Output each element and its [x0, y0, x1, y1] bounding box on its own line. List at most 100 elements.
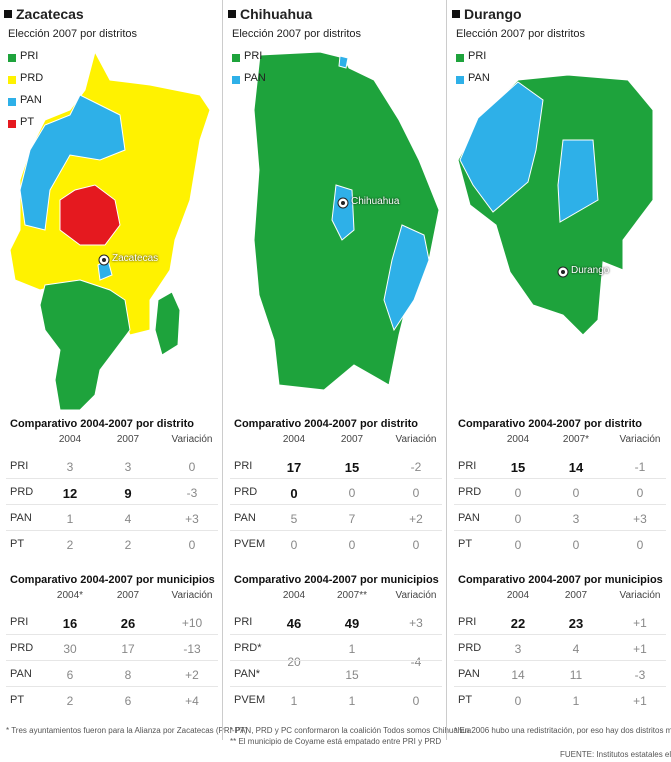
row-label: PRD	[458, 486, 482, 498]
region	[557, 139, 599, 223]
legend-swatch	[232, 76, 240, 84]
row-label: PRI	[10, 616, 29, 628]
cell: 0	[290, 538, 298, 552]
cell: 3	[124, 460, 132, 474]
row-label: PRI	[10, 460, 29, 472]
row-label: PAN	[458, 668, 480, 680]
row-divider	[6, 686, 218, 687]
cell: -3	[634, 668, 646, 682]
row-divider	[454, 530, 666, 531]
panel-title: Chihuahua	[240, 6, 313, 22]
cell: 17	[121, 642, 135, 656]
legend-label: PRI	[468, 50, 487, 62]
cell: 0	[636, 538, 644, 552]
cell: 0	[188, 538, 196, 552]
cell: +1	[633, 694, 647, 708]
cell: 0	[188, 460, 196, 474]
panel-title: Zacatecas	[16, 6, 84, 22]
cell: 26	[120, 616, 136, 631]
cell: 1	[348, 642, 356, 656]
row-label: PAN*	[234, 668, 261, 680]
column-header: 2007**	[336, 590, 368, 601]
row-divider	[230, 686, 442, 687]
legend-swatch	[456, 54, 464, 62]
cell: 6	[66, 668, 74, 682]
row-label: PRD*	[234, 642, 262, 654]
city-label: Chihuahua	[351, 196, 400, 207]
column-header: 2004*	[56, 590, 84, 601]
row-label: PRI	[234, 460, 253, 472]
row-label: PRI	[458, 616, 477, 628]
row-label: PT	[10, 694, 25, 706]
row-divider	[454, 634, 666, 635]
cell: +10	[181, 616, 203, 630]
table-title: Comparativo 2004-2007 por distrito	[10, 418, 195, 430]
panel-subtitle: Elección 2007 por distritos	[232, 28, 362, 40]
column-header: 2004	[506, 590, 530, 601]
row-divider	[6, 478, 218, 479]
column-header: 2004	[282, 434, 306, 445]
row-divider	[6, 504, 218, 505]
column-header: 2007*	[562, 434, 590, 445]
table-title: Comparativo 2004-2007 por municipios	[10, 574, 215, 586]
legend-label: PAN	[20, 94, 42, 106]
cell: 1	[290, 694, 298, 708]
cell: 15	[344, 460, 360, 475]
region	[383, 224, 430, 332]
legend-swatch	[456, 76, 464, 84]
table-title: Comparativo 2004-2007 por distrito	[234, 418, 419, 430]
cell: 4	[572, 642, 580, 656]
cell: 6	[124, 694, 132, 708]
legend-swatch	[8, 76, 16, 84]
cell: 15	[345, 668, 359, 682]
cell: +2	[409, 512, 423, 526]
column-header: 2007	[564, 590, 588, 601]
region	[59, 184, 121, 246]
cell: -1	[634, 460, 646, 474]
column-header: Variación	[619, 434, 661, 445]
legend-label: PRD	[20, 72, 44, 84]
region	[338, 55, 349, 69]
cell: 22	[510, 616, 526, 631]
row-label: PRD	[458, 642, 482, 654]
title-marker	[4, 10, 12, 18]
cell: 3	[514, 642, 522, 656]
cell: -3	[186, 486, 198, 500]
column-header: Variación	[171, 434, 213, 445]
table-title: Comparativo 2004-2007 por distrito	[458, 418, 643, 430]
footnote: * Tres ayuntamientos fueron para la Alia…	[6, 726, 248, 735]
row-label: PT	[10, 538, 25, 550]
row-divider	[230, 504, 442, 505]
cell: 9	[124, 486, 132, 501]
row-label: PAN	[458, 512, 480, 524]
region	[154, 291, 181, 356]
row-divider	[6, 530, 218, 531]
row-label: PRD	[234, 486, 258, 498]
row-label: PRD	[10, 486, 34, 498]
row-divider	[454, 478, 666, 479]
cell: 17	[286, 460, 302, 475]
cell: +1	[633, 616, 647, 630]
cell: 0	[412, 538, 420, 552]
row-divider	[6, 634, 218, 635]
title-marker	[228, 10, 236, 18]
city-dot	[561, 270, 565, 274]
panel-subtitle: Elección 2007 por distritos	[8, 28, 138, 40]
row-label: PRI	[234, 616, 253, 628]
row-label: PRI	[458, 460, 477, 472]
title-marker	[452, 10, 460, 18]
separator	[446, 0, 447, 740]
separator	[222, 0, 223, 740]
cell: 8	[124, 668, 132, 682]
row-divider	[230, 530, 442, 531]
city-label: Durango	[571, 265, 610, 276]
cell: 14	[568, 460, 584, 475]
row-divider	[230, 478, 442, 479]
row-label: PT	[458, 538, 473, 550]
cell: 0	[412, 486, 420, 500]
cell: 2	[66, 538, 74, 552]
cell: +3	[633, 512, 647, 526]
cell: 7	[348, 512, 356, 526]
cell: 15	[510, 460, 526, 475]
cell: 0	[572, 538, 580, 552]
